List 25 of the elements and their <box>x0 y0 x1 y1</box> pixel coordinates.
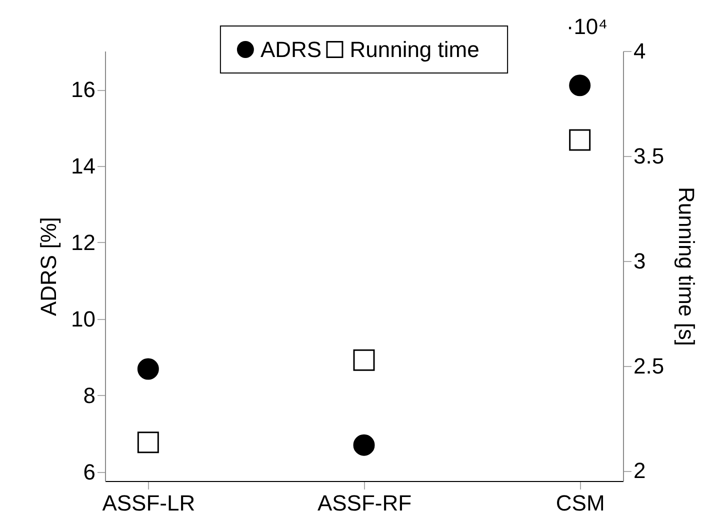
y2-tick-label: 3.5 <box>634 143 664 168</box>
y2-tick-label: 2 <box>634 458 646 484</box>
x-tick-label: CSM <box>556 490 605 516</box>
legend-label: Running time <box>350 37 480 62</box>
x-tick-label: ASSF-LR <box>102 490 196 516</box>
point <box>353 434 375 456</box>
legend-label: ADRS <box>260 37 322 62</box>
y-tick-label: 8 <box>83 382 96 408</box>
y-tick-label: 6 <box>83 459 96 484</box>
y2-axis-title: Running time [s] <box>674 187 700 346</box>
point <box>353 349 375 371</box>
y2-tick-label: 2.5 <box>634 353 664 378</box>
point <box>137 432 159 454</box>
y-tick-label: 12 <box>71 230 96 255</box>
y-tick-label: 10 <box>71 306 96 332</box>
y2-tick-label: 3 <box>634 248 646 274</box>
point <box>569 74 591 96</box>
y-tick-label: 14 <box>71 154 96 179</box>
text: ·10⁴ <box>566 14 608 39</box>
x-tick-label: ASSF-RF <box>317 490 412 516</box>
point <box>569 129 591 151</box>
point <box>137 358 159 380</box>
y-axis-title: ADRS [%] <box>36 216 62 316</box>
y-tick-label: 16 <box>71 77 96 102</box>
y2-tick-label: 4 <box>634 38 646 64</box>
